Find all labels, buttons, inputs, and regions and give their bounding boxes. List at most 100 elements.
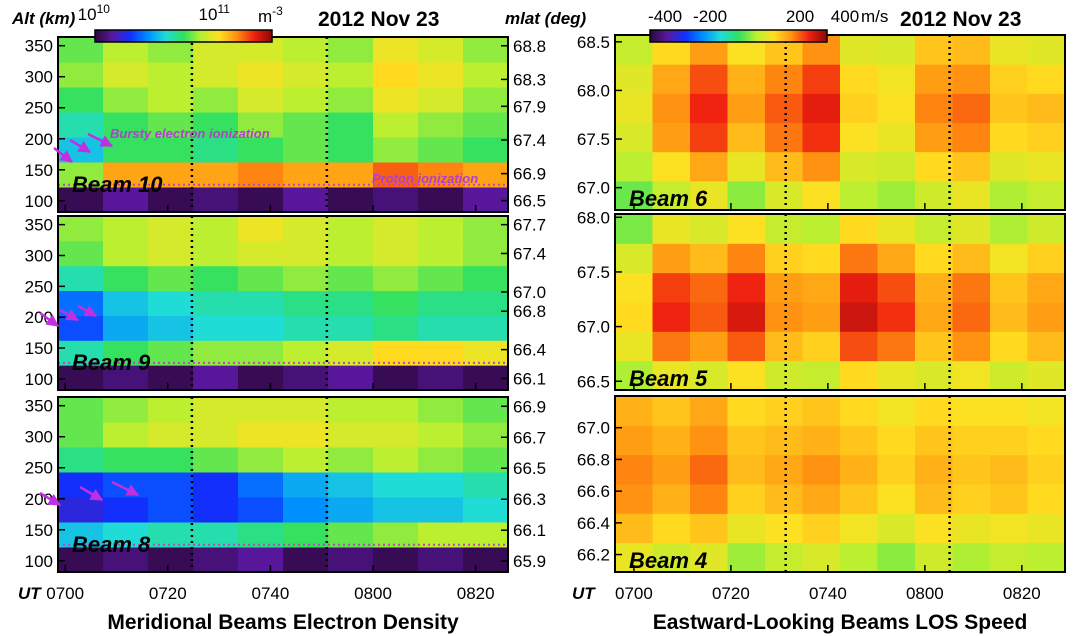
heatmap-cell	[615, 425, 653, 456]
heatmap-cell	[103, 290, 149, 316]
left-date: 2012 Nov 23	[318, 8, 439, 31]
heatmap-cell	[690, 542, 728, 573]
panel-frame	[614, 395, 1066, 573]
heatmap-cell	[802, 425, 841, 456]
heatmap-cell	[765, 151, 803, 182]
heatmap-cell	[727, 331, 766, 362]
heatmap-cell	[802, 272, 841, 303]
heatmap-cell	[765, 64, 803, 94]
heatmap-cell	[238, 522, 284, 548]
heatmap-cell	[148, 315, 194, 341]
heatmap-cell	[615, 151, 653, 182]
heatmap-cell	[840, 425, 878, 456]
heatmap-cell	[802, 302, 841, 332]
heatmap-cell	[463, 112, 509, 138]
heatmap-cell	[328, 265, 374, 292]
heatmap-cell	[802, 454, 841, 485]
heatmap-cell	[283, 447, 329, 473]
heatmap-cell	[373, 365, 419, 391]
heatmap-cell	[373, 62, 419, 88]
y2-tick-label: 67.4	[513, 131, 546, 150]
heatmap-cell	[765, 396, 803, 426]
heatmap-cell	[690, 93, 728, 123]
x-tick-label: 0700	[615, 584, 653, 603]
heatmap-cell	[58, 87, 104, 113]
heatmap-cell	[840, 151, 878, 182]
heatmap-cell	[915, 35, 953, 65]
heatmap-cell	[877, 454, 916, 485]
heatmap-cell	[727, 180, 766, 211]
panel: 67.0 67.5 68.0 68.5 Beam 6	[577, 33, 1066, 211]
heatmap-cell	[193, 397, 239, 423]
heatmap-cell	[373, 497, 419, 523]
heatmap-cell	[148, 62, 194, 88]
heatmap-cell	[148, 422, 194, 448]
panel: 100 150 200 250 300 350 68.8 68.3 67.9 67.4 66.9 66…	[25, 36, 546, 213]
heatmap-cell	[283, 137, 329, 163]
heatmap-cell	[58, 137, 104, 163]
panel-frame	[57, 396, 509, 573]
heatmap-cell	[915, 151, 953, 182]
heatmap-cell	[463, 87, 509, 113]
heatmap-cell	[652, 331, 691, 362]
heatmap-cell	[328, 497, 374, 523]
heatmap-cell	[238, 472, 284, 498]
heatmap-cell	[283, 37, 329, 63]
colorbar	[94, 29, 273, 43]
y2-tick-label: 66.5	[513, 192, 546, 211]
heatmap-cell	[615, 64, 653, 94]
y-tick-label: 66.8	[577, 450, 610, 469]
heatmap-cell	[690, 454, 728, 485]
heatmap-cell	[103, 497, 149, 523]
heatmap-cell	[193, 315, 239, 341]
heatmap-cell	[652, 484, 691, 514]
heatmap-cell	[328, 290, 374, 316]
heatmap-cell	[990, 122, 1028, 153]
heatmap-cell	[418, 112, 464, 138]
heatmap-cell	[915, 243, 953, 274]
heatmap-cell	[877, 396, 916, 426]
colorbar-tick-label: 1010	[78, 2, 111, 24]
beam-label: Beam 9	[72, 350, 151, 375]
heatmap-cell	[1027, 180, 1066, 211]
y2-tick-label: 66.9	[513, 165, 546, 184]
heatmap-cell	[373, 547, 419, 573]
heatmap-cell	[238, 497, 284, 523]
heatmap-cell	[283, 497, 329, 523]
heatmap-cell	[727, 122, 766, 153]
heatmap-cell	[58, 315, 104, 341]
heatmap-cell	[148, 522, 194, 548]
heatmap-cell	[915, 302, 953, 332]
heatmap-cell	[238, 87, 284, 113]
heatmap-cell	[103, 472, 149, 498]
heatmap-cell	[283, 315, 329, 341]
heatmap-cell	[238, 62, 284, 88]
heatmap-cell	[877, 513, 916, 544]
heatmap-cell	[238, 547, 284, 573]
heatmap-cell	[952, 272, 991, 303]
heatmap-cell	[765, 360, 803, 391]
heatmap-cell	[915, 93, 953, 123]
heatmap-cell	[877, 93, 916, 123]
heatmap-cell	[690, 180, 728, 211]
heatmap-cell	[727, 302, 766, 332]
heatmap-cell	[373, 162, 419, 188]
heatmap-cell	[328, 522, 374, 548]
heatmap-cell	[690, 122, 728, 153]
y2-tick-label: 67.9	[513, 97, 546, 116]
heatmap-cell	[418, 37, 464, 63]
heatmap-cell	[990, 331, 1028, 362]
heatmap-cell	[283, 472, 329, 498]
heatmap-cell	[877, 542, 916, 573]
colorbar	[649, 29, 828, 43]
heatmap-cell	[690, 396, 728, 426]
heatmap-cell	[990, 272, 1028, 303]
heatmap-cell	[58, 62, 104, 88]
heatmap-cell	[615, 331, 653, 362]
heatmap-cell	[690, 513, 728, 544]
heatmap-cell	[193, 290, 239, 316]
heatmap-cell	[840, 331, 878, 362]
y-tick-label: 68.0	[577, 208, 610, 227]
unit: m/s	[861, 7, 888, 26]
